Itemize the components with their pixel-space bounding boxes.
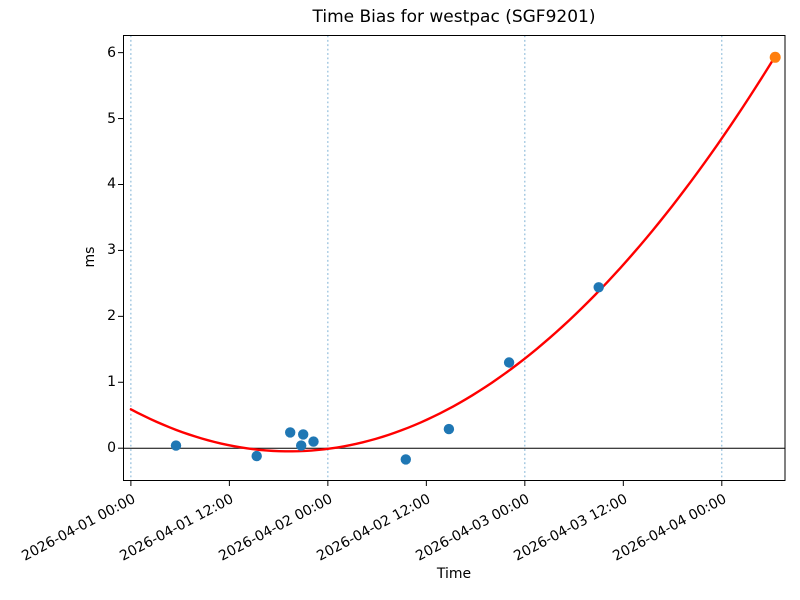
y-tick-label: 4 (107, 176, 116, 193)
y-tick-label: 5 (107, 110, 116, 127)
y-tick-label: 1 (107, 374, 116, 391)
bias-measurements-point (400, 454, 411, 465)
trend-line (129, 55, 777, 453)
y-tick-label: 0 (107, 440, 116, 457)
bias-measurements-point (170, 440, 182, 451)
bias-measurements-point (285, 427, 296, 438)
bias-measurements-point (251, 450, 262, 462)
y-tick-label: 3 (107, 242, 116, 259)
bias-measurements-point (298, 429, 309, 440)
bias-measurements-point (503, 357, 515, 368)
bias-measurements-point (443, 423, 455, 435)
projected-endpoint-point (769, 51, 781, 63)
bias-measurements-point (308, 436, 319, 447)
plot-spines (123, 35, 786, 481)
y-axis-label: ms (82, 246, 98, 268)
bias-measurements-point (296, 440, 307, 451)
y-tick-label: 6 (107, 44, 116, 61)
bias-measurements-point (593, 282, 604, 293)
chart-title: Time Bias for westpac (SGF9201) (312, 7, 596, 27)
x-axis-label: Time (436, 566, 472, 582)
y-tick-label: 2 (107, 308, 116, 325)
